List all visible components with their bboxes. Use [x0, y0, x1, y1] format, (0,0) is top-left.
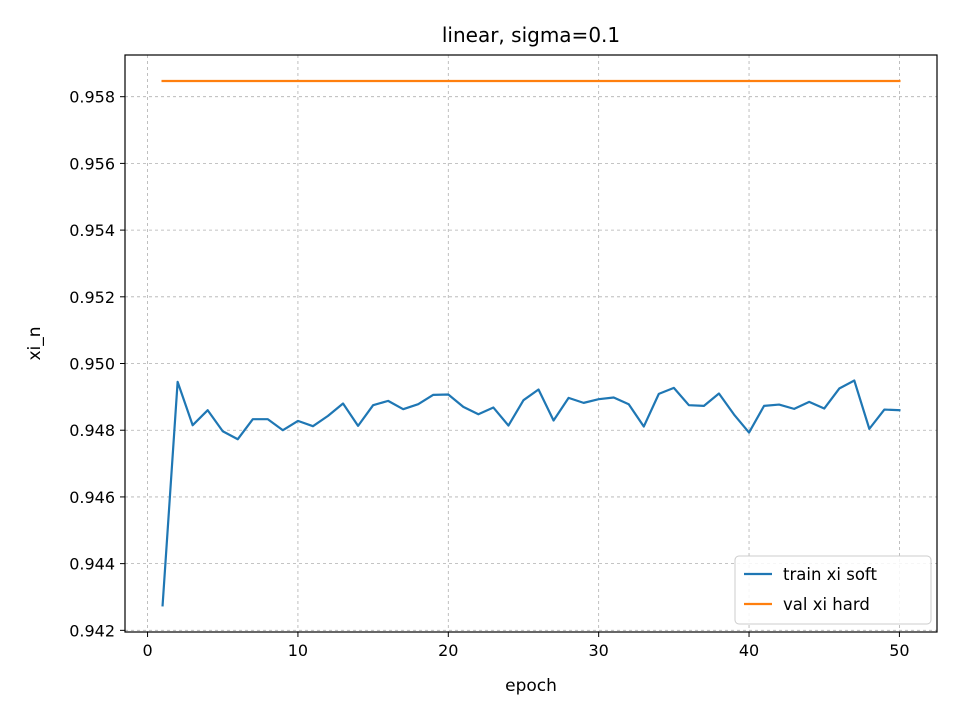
x-tick-label: 50 [889, 641, 909, 660]
y-tick-label: 0.950 [69, 355, 115, 374]
series-line-train-xi-soft [161, 379, 901, 607]
legend-label: val xi hard [783, 595, 870, 614]
y-tick-label: 0.954 [69, 221, 115, 240]
x-axis-title: epoch [505, 676, 557, 696]
y-tick-label: 0.944 [69, 555, 115, 574]
series-layer [161, 79, 901, 607]
x-tick-label: 10 [288, 641, 308, 660]
y-tick-label: 0.942 [69, 621, 115, 640]
y-tick-label: 0.958 [69, 88, 115, 107]
plot-frame [124, 54, 938, 633]
y-tick-label: 0.956 [69, 154, 115, 173]
x-tick-label: 0 [142, 641, 152, 660]
legend: train xi soft val xi hard [734, 555, 932, 625]
legend-box [734, 555, 932, 625]
legend-label: train xi soft [783, 565, 877, 584]
y-axis: 0.942 0.944 0.946 0.948 0.950 0.952 0.954 0.956… [69, 88, 125, 640]
grid [125, 55, 937, 632]
y-tick-label: 0.948 [69, 421, 115, 440]
x-tick-label: 20 [438, 641, 458, 660]
y-tick-label: 0.946 [69, 488, 115, 507]
chart-title: linear, sigma=0.1 [442, 23, 620, 47]
x-axis: 0 10 20 30 40 50 [142, 632, 910, 660]
y-axis-title: xi_n [25, 326, 45, 360]
x-tick-label: 40 [739, 641, 759, 660]
x-tick-label: 30 [588, 641, 608, 660]
y-tick-label: 0.952 [69, 288, 115, 307]
